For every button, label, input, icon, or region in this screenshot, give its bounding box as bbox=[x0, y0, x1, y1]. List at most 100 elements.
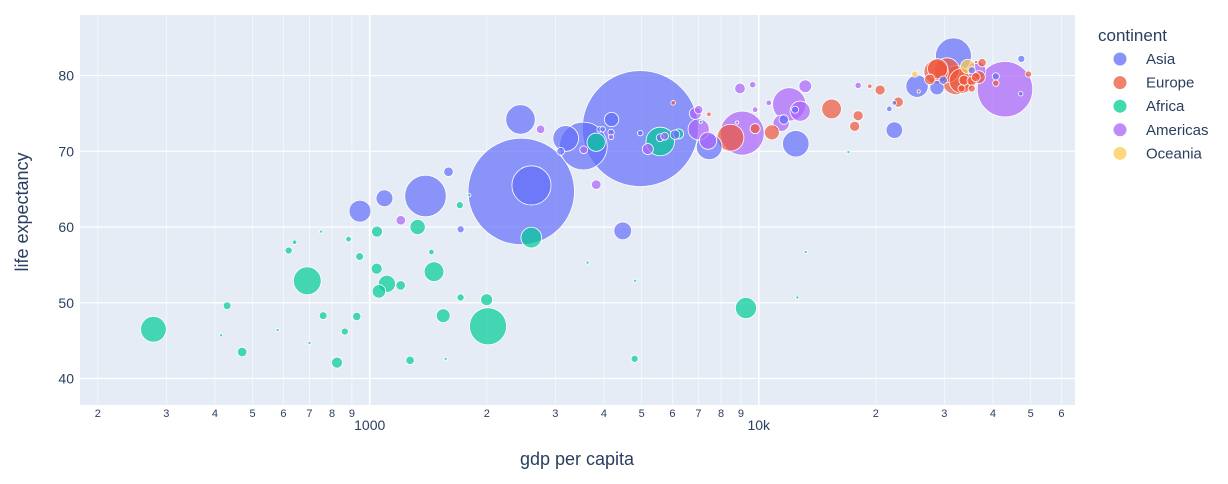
data-point-americas bbox=[579, 145, 588, 155]
y-tick-label: 60 bbox=[58, 219, 74, 235]
data-point-asia bbox=[1018, 91, 1024, 97]
data-point-africa bbox=[409, 218, 426, 236]
legend-label-americas: Americas bbox=[1146, 122, 1209, 139]
data-point-europe bbox=[849, 120, 861, 132]
data-point-americas bbox=[660, 131, 669, 141]
y-tick-label: 40 bbox=[58, 370, 74, 386]
data-point-africa bbox=[319, 229, 324, 234]
data-point-americas bbox=[765, 99, 772, 107]
x-tick-label-minor: 8 bbox=[329, 408, 335, 420]
data-point-americas bbox=[854, 81, 862, 90]
x-tick-label-minor: 7 bbox=[695, 408, 701, 420]
x-tick-label-minor: 2 bbox=[873, 408, 879, 420]
data-point-africa bbox=[331, 356, 343, 369]
data-point-americas bbox=[607, 133, 615, 141]
data-point-americas bbox=[976, 61, 1034, 118]
data-point-asia bbox=[443, 166, 454, 177]
data-point-africa bbox=[633, 278, 638, 283]
data-point-africa bbox=[307, 340, 312, 345]
data-point-asia bbox=[599, 126, 606, 133]
data-point-asia bbox=[456, 225, 465, 234]
data-point-africa bbox=[846, 150, 851, 155]
data-point-europe bbox=[821, 98, 842, 120]
x-tick-label-minor: 4 bbox=[990, 408, 996, 420]
data-point-asia bbox=[505, 104, 536, 135]
data-point-africa bbox=[480, 293, 494, 307]
data-point-asia bbox=[669, 129, 681, 140]
legend-marker-americas bbox=[1113, 123, 1127, 137]
data-point-europe bbox=[974, 59, 979, 64]
x-tick-label-minor: 3 bbox=[163, 408, 169, 420]
data-point-africa bbox=[345, 235, 352, 243]
data-point-africa bbox=[467, 193, 472, 198]
data-point-asia bbox=[511, 165, 552, 206]
data-point-europe bbox=[977, 58, 987, 68]
legend-label-africa: Africa bbox=[1146, 98, 1185, 115]
data-point-africa bbox=[291, 239, 298, 245]
legend-marker-africa bbox=[1113, 99, 1127, 113]
data-points bbox=[140, 37, 1034, 369]
data-point-americas bbox=[641, 143, 654, 155]
x-tick-label-minor: 3 bbox=[941, 408, 947, 420]
data-point-asia bbox=[782, 130, 810, 158]
legend-marker-asia bbox=[1113, 52, 1127, 66]
data-point-africa bbox=[405, 355, 415, 365]
data-point-africa bbox=[222, 301, 232, 311]
data-point-europe bbox=[924, 73, 936, 86]
legend-label-asia: Asia bbox=[1146, 51, 1176, 68]
data-point-africa bbox=[435, 308, 451, 324]
data-point-africa bbox=[140, 315, 167, 343]
data-point-americas bbox=[751, 106, 759, 113]
data-point-africa bbox=[586, 132, 606, 152]
data-point-africa bbox=[292, 266, 322, 296]
data-point-africa bbox=[428, 248, 435, 256]
x-tick-label-minor: 7 bbox=[306, 408, 312, 420]
x-tick-label-minor: 6 bbox=[669, 408, 675, 420]
legend: continent Asia Europe Africa Americas Oceani… bbox=[1098, 26, 1209, 162]
data-point-asia bbox=[613, 221, 633, 241]
data-point-americas bbox=[798, 79, 813, 93]
data-point-americas bbox=[734, 82, 746, 95]
y-tick-label: 70 bbox=[58, 143, 74, 159]
data-point-africa bbox=[803, 250, 808, 255]
y-tick-label: 80 bbox=[58, 68, 74, 84]
x-tick-label-minor: 8 bbox=[718, 408, 724, 420]
data-point-americas bbox=[535, 124, 546, 134]
data-point-asia bbox=[891, 100, 898, 106]
legend-label-europe: Europe bbox=[1146, 75, 1194, 92]
x-tick-label-minor: 4 bbox=[212, 408, 218, 420]
data-point-europe bbox=[749, 123, 761, 135]
data-point-asia bbox=[886, 105, 893, 113]
data-point-asia bbox=[991, 72, 1000, 81]
legend-marker-europe bbox=[1113, 76, 1127, 90]
data-point-africa bbox=[236, 346, 248, 358]
x-axis-title: gdp per capita bbox=[520, 449, 635, 469]
x-tick-label-minor: 5 bbox=[639, 408, 645, 420]
data-point-africa bbox=[585, 260, 590, 265]
x-tick-label-minor: 9 bbox=[349, 408, 355, 420]
data-point-africa bbox=[395, 280, 406, 291]
x-tick-label-minor: 2 bbox=[484, 408, 490, 420]
x-tick-label-minor: 3 bbox=[552, 408, 558, 420]
data-point-europe bbox=[874, 84, 886, 96]
data-point-asia bbox=[1017, 54, 1026, 63]
data-point-africa bbox=[698, 119, 703, 124]
data-point-africa bbox=[371, 225, 383, 238]
data-point-europe bbox=[927, 58, 949, 80]
data-point-africa bbox=[443, 356, 448, 361]
x-tick-label-minor: 2 bbox=[95, 408, 101, 420]
data-point-asia bbox=[552, 125, 579, 152]
data-point-asia bbox=[967, 66, 976, 75]
legend-title: continent bbox=[1098, 26, 1167, 45]
data-point-europe bbox=[706, 111, 712, 117]
data-point-europe bbox=[992, 79, 1000, 87]
y-tick-label: 50 bbox=[58, 295, 74, 311]
data-point-africa bbox=[455, 201, 464, 210]
x-tick-label-major: 10k bbox=[747, 417, 771, 433]
x-tick-label-minor: 5 bbox=[1028, 408, 1034, 420]
data-point-americas bbox=[699, 131, 718, 150]
data-point-africa bbox=[275, 328, 280, 333]
x-tick-label-minor: 9 bbox=[738, 408, 744, 420]
data-point-europe bbox=[867, 83, 873, 89]
legend-label-oceania: Oceania bbox=[1146, 145, 1203, 162]
